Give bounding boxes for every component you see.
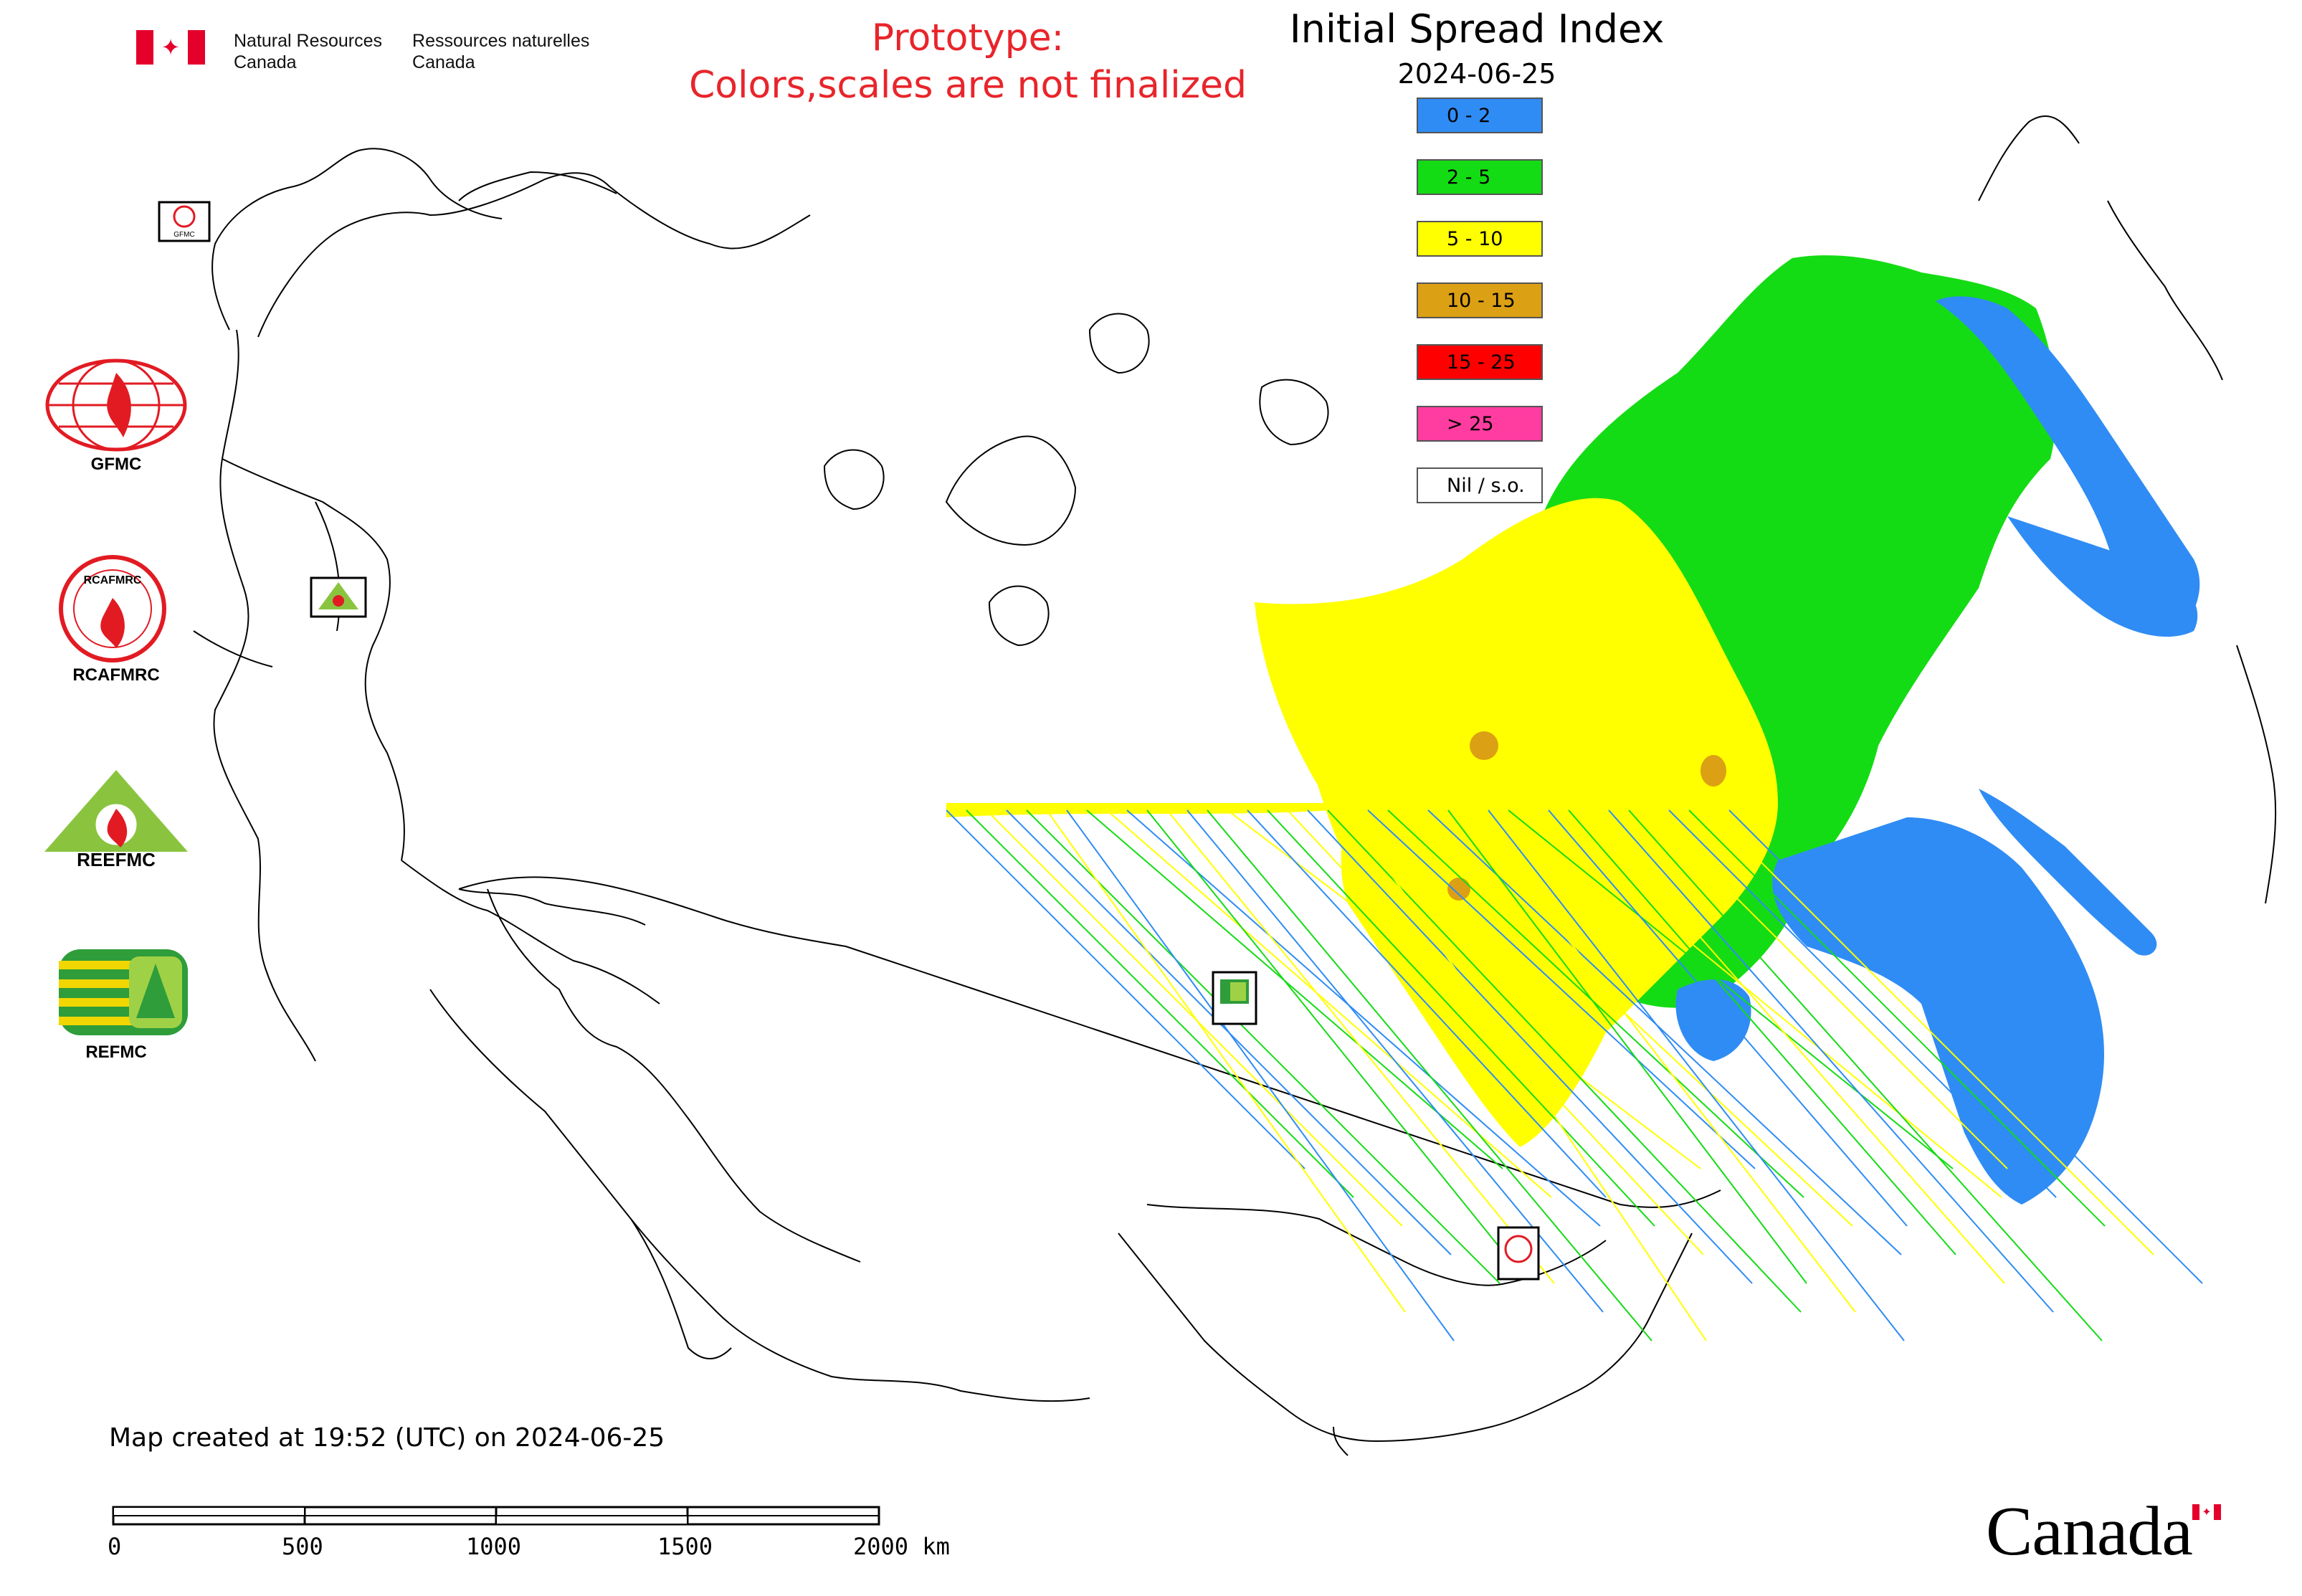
isi-streak — [1227, 809, 1701, 1169]
map-date: 2024-06-25 — [1397, 58, 1556, 90]
reefmc-emblem-icon: REEFMC — [40, 770, 192, 870]
legend-item: 10 - 15 — [1417, 282, 1543, 318]
isi-streak — [1387, 809, 1804, 1198]
scale-tick-1500: 1500 — [657, 1533, 713, 1560]
isi-streak — [1648, 809, 2008, 1169]
isi-streak — [1267, 809, 1655, 1227]
refmc-label: REFMC — [85, 1042, 147, 1062]
rcafmrc-emblem-icon: RCAFMRC — [59, 555, 166, 662]
isi-streak — [946, 809, 1305, 1169]
scale-bar: 0 500 1000 1500 2000 km — [108, 1506, 950, 1560]
isi-streak — [1247, 809, 1607, 1198]
prototype-notice: Prototype: Colors,scales are not finaliz… — [688, 16, 1247, 107]
isi-region-0-2-amur — [1772, 817, 2104, 1205]
isi-streak — [1367, 809, 1756, 1169]
canada-wordmark: Canada — [1986, 1493, 2193, 1570]
isi-streak — [1468, 809, 1856, 1313]
isi-streak — [1307, 809, 1753, 1284]
isi-region-5-10-west — [1255, 602, 1362, 860]
refmc-map-marker[interactable] — [1212, 971, 1257, 1025]
legend-item: 2 - 5 — [1417, 159, 1543, 195]
isi-streak — [1066, 809, 1455, 1341]
isi-region-0-2-south — [1675, 979, 1751, 1061]
isi-streak — [1668, 809, 2057, 1198]
isi-streak — [1126, 809, 1601, 1227]
isi-streak — [1327, 809, 1802, 1313]
legend-item: 15 - 25 — [1417, 344, 1543, 380]
isi-region-0-2-kamchatka — [2007, 516, 2198, 637]
reefmc-map-marker[interactable] — [310, 576, 367, 618]
isi-streak — [1086, 809, 1503, 1169]
government-signature: ✦ Natural Resources Canada Ressources na… — [136, 30, 589, 73]
isi-streak — [1046, 809, 1406, 1313]
isi-streak — [1146, 809, 1506, 1255]
scale-tick-0: 0 — [108, 1533, 121, 1560]
legend-item: Nil / s.o. — [1417, 467, 1543, 503]
isi-streak — [1447, 809, 1807, 1284]
isi-region-0-2-northeast — [1936, 296, 2200, 631]
isi-raster — [946, 255, 2203, 1341]
isi-region-5-10 — [946, 498, 1778, 1147]
canada-flag-icon: ✦ — [136, 30, 205, 65]
isi-streak — [1166, 809, 1555, 1284]
isi-streak — [1407, 809, 1853, 1227]
gfmc-logo: GFMC — [37, 358, 195, 475]
isi-streak — [1528, 809, 2002, 1198]
isi-region-10-15 — [1447, 878, 1470, 901]
scale-tick-500: 500 — [282, 1533, 323, 1560]
isi-streak — [1347, 809, 1707, 1341]
reefmc-logo: REEFMC — [37, 767, 195, 878]
isi-region-10-15 — [1470, 731, 1498, 760]
rcafmrc-map-marker[interactable] — [1497, 1226, 1540, 1281]
isi-streak — [1708, 809, 2154, 1255]
isi-streak — [1207, 809, 1652, 1341]
isi-streak — [1568, 809, 1956, 1255]
isi-streak — [1608, 809, 2054, 1313]
isi-streak — [1427, 809, 1902, 1255]
isi-streak — [1026, 809, 1500, 1284]
isi-streak — [1287, 809, 1704, 1255]
isi-region-0-2-okhotsk — [1979, 789, 2157, 956]
isi-streak — [1488, 809, 1905, 1341]
isi-streak — [1688, 809, 2106, 1227]
wordmark-flag-icon: ✦ — [2192, 1504, 2221, 1520]
isi-streak — [1628, 809, 2103, 1341]
scale-tick-1000: 1000 — [466, 1533, 521, 1560]
gfmc-emblem-icon — [45, 358, 187, 452]
legend-item: 0 - 2 — [1417, 98, 1543, 133]
isi-streak — [966, 809, 1354, 1198]
refmc-emblem-icon — [59, 949, 188, 1035]
map-created-timestamp: Map created at 19:52 (UTC) on 2024-06-25 — [109, 1423, 665, 1453]
isi-streak — [1548, 809, 1908, 1227]
refmc-logo: REFMC — [37, 946, 195, 1063]
department-name-en: Natural Resources Canada — [234, 31, 383, 72]
svg-text:REEFMC: REEFMC — [77, 849, 156, 870]
legend-item: 5 - 10 — [1417, 221, 1543, 257]
svg-text:RCAFMRC: RCAFMRC — [84, 574, 142, 586]
legend: 0 - 2 2 - 5 5 - 10 10 - 15 15 - 25 > 25 Nil / … — [1417, 98, 1543, 529]
gfmc-label: GFMC — [90, 455, 142, 474]
svg-text:GFMC: GFMC — [173, 231, 194, 239]
rcafmrc-logo: RCAFMRC RCAFMRC — [37, 555, 195, 685]
department-name-fr: Ressources naturelles Canada — [412, 31, 590, 72]
isi-streak — [1728, 809, 2203, 1284]
map-title: Initial Spread Index — [1289, 6, 1665, 52]
isi-streak — [1588, 809, 2005, 1284]
legend-item: > 25 — [1417, 406, 1543, 442]
isi-streak — [1508, 809, 1954, 1169]
gfmc-map-marker[interactable]: GFMC — [158, 201, 211, 242]
isi-region-10-15 — [1701, 755, 1726, 787]
map-markers: GFMC — [158, 201, 1540, 1281]
rcafmrc-label: RCAFMRC — [72, 665, 160, 685]
scale-tick-2000: 2000 km — [853, 1533, 950, 1560]
